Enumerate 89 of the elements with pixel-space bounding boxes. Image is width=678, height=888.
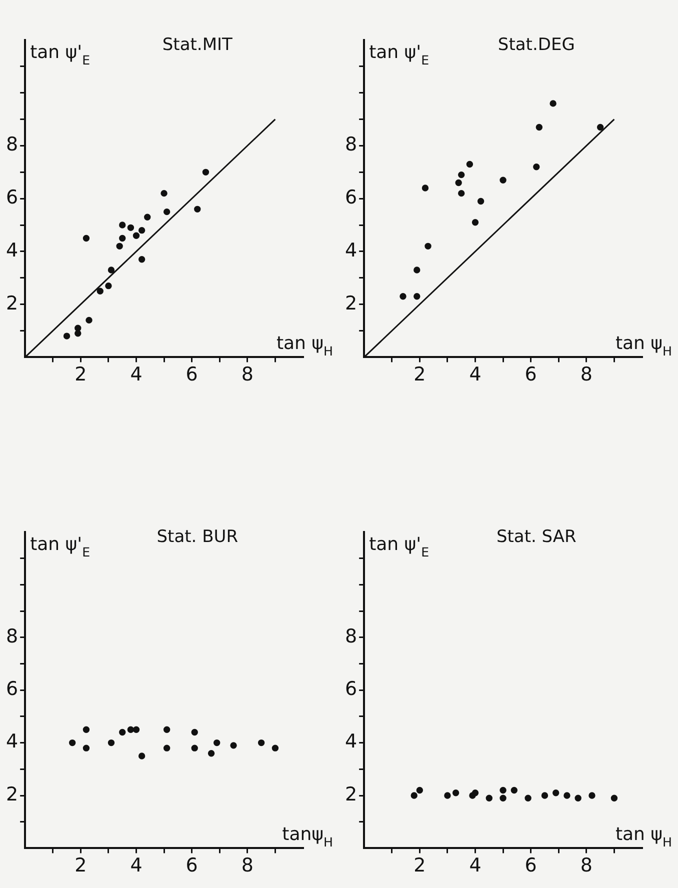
point: [458, 171, 465, 178]
point: [422, 184, 429, 192]
point: [596, 124, 604, 131]
x-tick-label: 4: [130, 364, 142, 386]
point: [96, 288, 104, 294]
x-tick-label: 8: [580, 364, 592, 386]
y-tick-label: 4: [344, 730, 358, 753]
point: [144, 214, 151, 220]
y-tick-label: 8: [6, 134, 18, 156]
point: [214, 739, 220, 746]
x-tick-label: 2: [414, 854, 426, 877]
point: [105, 282, 112, 290]
point: [127, 224, 134, 232]
point: [119, 222, 126, 228]
x-tick-label: 8: [241, 854, 254, 877]
point: [414, 293, 420, 300]
point: [119, 234, 126, 242]
y-tick-label: 2: [6, 783, 18, 806]
y-tick-label: 6: [6, 186, 18, 209]
y-tick-label: 4: [6, 239, 18, 262]
y-tick-label: 4: [6, 730, 18, 753]
y-tick-label: 4: [344, 239, 358, 262]
y-tick-label: 6: [344, 678, 358, 700]
point: [74, 324, 82, 332]
x-tick-label: 8: [241, 364, 254, 386]
point: [466, 160, 474, 168]
point: [132, 232, 140, 239]
point: [82, 744, 90, 752]
point: [191, 744, 198, 752]
point: [272, 744, 279, 752]
chart-title: Stat.MIT: [162, 35, 234, 55]
point: [82, 726, 90, 733]
point: [500, 176, 506, 184]
point: [414, 266, 420, 274]
point: [68, 739, 76, 746]
chart-title: Stat. BUR: [156, 527, 238, 547]
point: [163, 726, 170, 733]
y-tick-label: 8: [344, 625, 358, 648]
point: [127, 726, 134, 733]
point: [138, 752, 146, 760]
point: [400, 293, 406, 300]
point: [533, 164, 540, 170]
point: [74, 330, 82, 337]
point: [108, 266, 115, 274]
point: [550, 100, 556, 107]
x-tick-label: 6: [186, 364, 198, 386]
point: [230, 742, 237, 749]
point: [132, 726, 140, 733]
x-tick-label: 4: [469, 854, 482, 877]
point: [138, 256, 146, 263]
point: [194, 206, 201, 213]
point: [82, 234, 90, 242]
y-tick-label: 6: [6, 678, 18, 700]
point: [458, 190, 465, 197]
x-tick-label: 6: [186, 854, 198, 877]
point: [86, 316, 92, 324]
point: [119, 728, 126, 736]
y-tick-label: 6: [344, 186, 358, 209]
y-tick-label: 2: [6, 292, 18, 314]
y-tick-label: 2: [344, 783, 358, 806]
chart-title: Stat. SAR: [496, 527, 577, 547]
point: [536, 124, 543, 131]
y-tick-label: 8: [6, 625, 18, 648]
point: [163, 744, 170, 752]
point: [160, 190, 168, 197]
x-tick-label: 6: [524, 364, 537, 386]
point: [116, 242, 123, 250]
x-tick-label: 8: [580, 854, 592, 877]
point: [138, 226, 146, 234]
point: [472, 219, 479, 226]
point: [108, 739, 115, 746]
point: [63, 332, 70, 340]
point: [258, 739, 265, 746]
point: [208, 750, 215, 757]
point: [424, 242, 432, 250]
point: [202, 168, 210, 176]
x-tick-label: 2: [414, 364, 426, 386]
y-tick-label: 8: [344, 134, 358, 156]
point: [477, 198, 484, 205]
point: [455, 179, 462, 186]
point: [163, 208, 170, 216]
y-tick-label: 2: [344, 292, 358, 314]
x-tick-label: 4: [130, 854, 142, 877]
x-tick-label: 6: [524, 854, 537, 877]
x-tick-label: 4: [469, 364, 482, 386]
point: [191, 728, 198, 736]
x-tick-label: 2: [74, 364, 87, 386]
chart-title: Stat.DEG: [498, 35, 575, 55]
x-tick-label: 2: [74, 854, 87, 877]
